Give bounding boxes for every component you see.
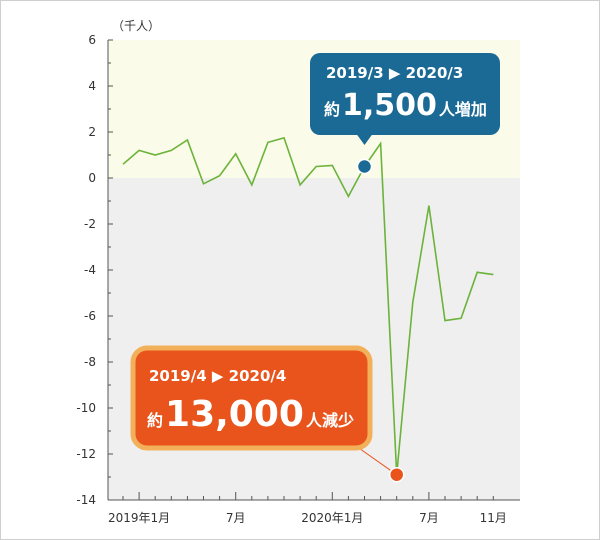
callout-number: 1,500: [342, 88, 437, 123]
callout-suffix: 人減少: [306, 411, 354, 430]
y-tick-label: 2: [88, 125, 96, 139]
y-tick-label: -8: [84, 355, 96, 369]
callout-suffix: 人増加: [439, 100, 487, 119]
callout-pointer: [356, 134, 373, 145]
highlight-point: [388, 466, 405, 483]
y-tick-label: -10: [76, 401, 96, 415]
y-tick-label: 0: [88, 171, 96, 185]
x-tick-label: 7月: [226, 511, 246, 525]
callout-number: 13,000: [165, 394, 304, 435]
highlight-point: [356, 158, 373, 175]
y-tick-label: -14: [76, 493, 96, 507]
callout-box: [310, 53, 500, 135]
y-tick-label: -4: [84, 263, 96, 277]
callout-prefix: 約: [324, 100, 340, 119]
callout-box: [130, 345, 373, 451]
y-tick-label: 6: [88, 33, 96, 47]
negative-region-band: [108, 178, 520, 500]
callout-increase: 2019/3 ▶ 2020/3 約1,500 人増加: [310, 53, 500, 175]
y-tick-label: -2: [84, 217, 96, 231]
y-tick-label: -6: [84, 309, 96, 323]
y-tick-label: 4: [88, 79, 96, 93]
callout-period: 2019/4 ▶ 2020/4: [149, 367, 286, 385]
x-tick-label: 11月: [480, 511, 507, 525]
y-tick-label: -12: [76, 447, 96, 461]
x-tick-label: 7月: [419, 511, 439, 525]
x-tick-label: 2020年1月: [301, 511, 363, 525]
series-line: [122, 136, 494, 475]
callout-leader-line: [355, 445, 397, 476]
x-axis: 2019年1月 7月 2020年1月 7月 11月: [108, 492, 520, 525]
callout-decrease: 2019/4 ▶ 2020/4 約13,000 人減少: [130, 345, 405, 483]
callout-prefix: 約: [147, 411, 163, 430]
x-tick-label: 2019年1月: [108, 511, 170, 525]
y-unit-label: （千人）: [112, 19, 160, 33]
callout-value: 約1,500 人増加: [324, 88, 487, 123]
callout-value: 約13,000 人減少: [147, 394, 354, 435]
y-axis: 6 4 2 0 -2 -4 -6 -8 -10 -12 -14: [76, 33, 113, 507]
callout-period: 2019/3 ▶ 2020/3: [326, 64, 463, 82]
